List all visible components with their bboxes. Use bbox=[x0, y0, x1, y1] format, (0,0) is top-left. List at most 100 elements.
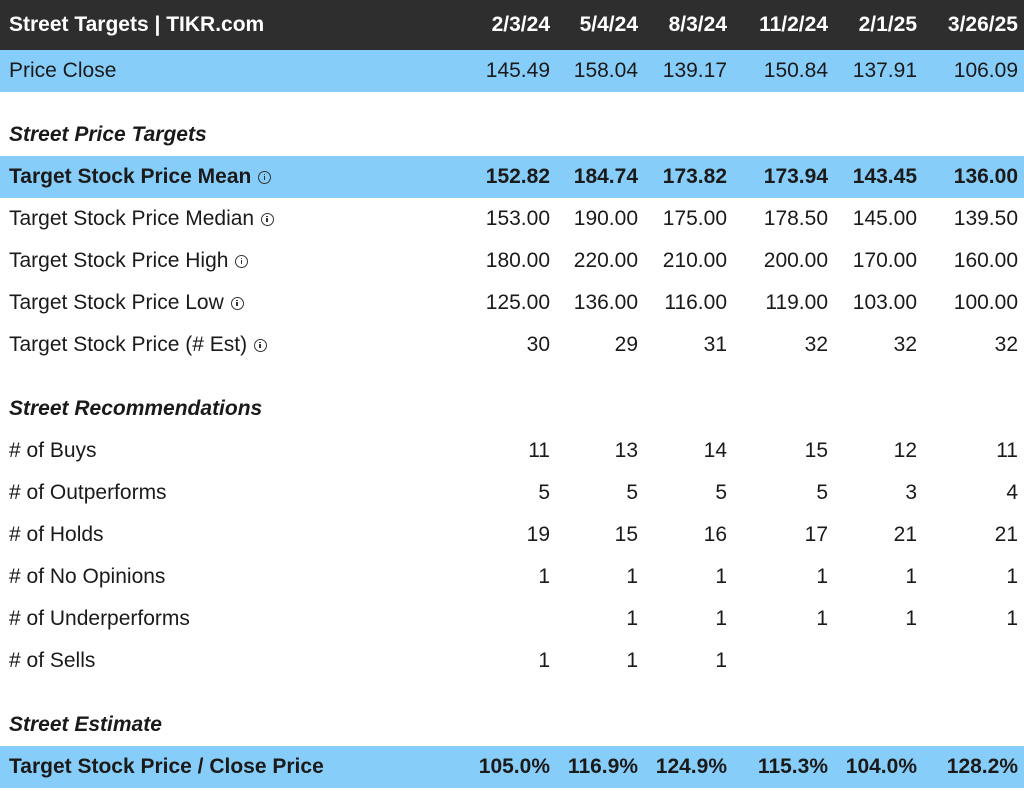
buys-row: # of Buys 11 13 14 15 12 11 bbox=[0, 430, 1024, 472]
row-label: Target Stock Price Mean bbox=[9, 165, 272, 189]
table-cell: 1 bbox=[538, 565, 550, 588]
table-cell: 1 bbox=[905, 607, 917, 630]
table-cell: 5 bbox=[816, 481, 828, 504]
target-high-row: Target Stock Price High 180.00 220.00 21… bbox=[0, 240, 1024, 282]
info-icon[interactable] bbox=[230, 296, 244, 310]
row-label: # of Holds bbox=[9, 523, 104, 546]
table-cell: 116.00 bbox=[664, 291, 727, 314]
table-cell: 5 bbox=[626, 481, 638, 504]
table-cell: 145.49 bbox=[485, 59, 550, 82]
row-label-text: Target Stock Price (# Est) bbox=[9, 333, 248, 356]
no-opinions-row: # of No Opinions 1 1 1 1 1 1 bbox=[0, 556, 1024, 598]
table-cell: 17 bbox=[804, 523, 828, 546]
table-cell: 100.00 bbox=[953, 291, 1018, 314]
table-cell: 115.3% bbox=[757, 755, 828, 778]
table-cell: 173.94 bbox=[763, 165, 828, 188]
target-low-row: Target Stock Price Low 125.00 136.00 116… bbox=[0, 282, 1024, 324]
section-title: Street Estimate bbox=[9, 713, 162, 736]
table-cell: 170.00 bbox=[852, 249, 917, 272]
row-label-text: Target Stock Price Median bbox=[9, 207, 255, 230]
date-column-header: 2/3/24 bbox=[491, 13, 550, 36]
date-column-header: 11/2/24 bbox=[759, 13, 828, 36]
spacer bbox=[0, 366, 1024, 388]
table-cell: 128.2% bbox=[946, 755, 1018, 778]
date-column-header: 2/1/25 bbox=[858, 13, 917, 36]
table-title: Street Targets | TIKR.com bbox=[9, 13, 265, 36]
row-label-text: Target Stock Price Mean bbox=[9, 165, 252, 188]
table-cell: 1 bbox=[1006, 565, 1018, 588]
row-label: # of No Opinions bbox=[9, 565, 166, 588]
table-cell: 1 bbox=[715, 565, 727, 588]
table-cell: 1 bbox=[538, 649, 550, 672]
table-cell: 32 bbox=[804, 333, 828, 356]
table-cell: 136.00 bbox=[953, 165, 1018, 188]
table-cell: 116.9% bbox=[567, 755, 638, 778]
table-cell: 1 bbox=[626, 607, 638, 630]
date-column-header: 8/3/24 bbox=[668, 13, 727, 36]
holds-row: # of Holds 19 15 16 17 21 21 bbox=[0, 514, 1024, 556]
table-cell: 11 bbox=[528, 439, 550, 462]
table-cell: 150.84 bbox=[763, 59, 828, 82]
table-header: Street Targets | TIKR.com 2/3/24 5/4/24 … bbox=[0, 0, 1024, 50]
section-header-estimate: Street Estimate bbox=[0, 704, 1024, 746]
table-cell: 200.00 bbox=[763, 249, 828, 272]
table-cell: 139.17 bbox=[662, 59, 727, 82]
table-cell: 160.00 bbox=[953, 249, 1018, 272]
spacer bbox=[0, 92, 1024, 114]
table-cell: 15 bbox=[804, 439, 828, 462]
table-cell: 1 bbox=[816, 607, 828, 630]
table-cell: 210.00 bbox=[662, 249, 727, 272]
table-cell: 5 bbox=[715, 481, 727, 504]
spacer bbox=[0, 682, 1024, 704]
table-cell: 31 bbox=[703, 333, 727, 356]
table-cell: 4 bbox=[1006, 481, 1018, 504]
table-cell: 184.74 bbox=[573, 165, 638, 188]
table-cell: 1 bbox=[816, 565, 828, 588]
date-column-header: 5/4/24 bbox=[579, 13, 638, 36]
table-cell: 220.00 bbox=[573, 249, 638, 272]
table-cell: 145.00 bbox=[852, 207, 917, 230]
table-cell: 180.00 bbox=[485, 249, 550, 272]
table-cell: 32 bbox=[893, 333, 917, 356]
underperforms-row: # of Underperforms 1 1 1 1 1 bbox=[0, 598, 1024, 640]
table-cell: 30 bbox=[526, 333, 550, 356]
row-label: Target Stock Price / Close Price bbox=[9, 755, 324, 778]
price-close-row: Price Close 145.49 158.04 139.17 150.84 … bbox=[0, 50, 1024, 92]
table-cell: 136.00 bbox=[573, 291, 638, 314]
sells-row: # of Sells 1 1 1 bbox=[0, 640, 1024, 682]
row-label: Price Close bbox=[9, 59, 117, 82]
row-label-text: Target Stock Price High bbox=[9, 249, 229, 272]
table-cell: 11 bbox=[996, 439, 1018, 462]
table-cell: 3 bbox=[905, 481, 917, 504]
table-cell: 153.00 bbox=[485, 207, 550, 230]
table-cell: 12 bbox=[893, 439, 917, 462]
info-icon[interactable] bbox=[235, 254, 249, 268]
row-label: Target Stock Price (# Est) bbox=[9, 333, 268, 357]
table-cell: 21 bbox=[994, 523, 1018, 546]
section-title: Street Recommendations bbox=[9, 397, 263, 420]
row-label-text: Target Stock Price Low bbox=[9, 291, 224, 314]
outperforms-row: # of Outperforms 5 5 5 5 3 4 bbox=[0, 472, 1024, 514]
table-cell: 14 bbox=[703, 439, 727, 462]
table-cell: 139.50 bbox=[953, 207, 1018, 230]
info-icon[interactable] bbox=[261, 212, 275, 226]
table-cell: 158.04 bbox=[573, 59, 638, 82]
row-label: Target Stock Price Median bbox=[9, 207, 275, 231]
info-icon[interactable] bbox=[254, 338, 268, 352]
table-cell: 1 bbox=[626, 649, 638, 672]
row-label: # of Underperforms bbox=[9, 607, 190, 630]
table-cell: 21 bbox=[893, 523, 917, 546]
table-cell: 1 bbox=[1006, 607, 1018, 630]
table-cell: 19 bbox=[526, 523, 550, 546]
target-close-ratio-row: Target Stock Price / Close Price 105.0% … bbox=[0, 746, 1024, 788]
table-cell: 1 bbox=[626, 565, 638, 588]
table-cell: 29 bbox=[614, 333, 638, 356]
table-cell: 152.82 bbox=[485, 165, 550, 188]
table-cell: 178.50 bbox=[763, 207, 828, 230]
table-cell: 175.00 bbox=[662, 207, 727, 230]
table-cell: 5 bbox=[538, 481, 550, 504]
info-icon[interactable] bbox=[258, 170, 272, 184]
row-label: # of Sells bbox=[9, 649, 96, 672]
table-cell: 125.00 bbox=[485, 291, 550, 314]
